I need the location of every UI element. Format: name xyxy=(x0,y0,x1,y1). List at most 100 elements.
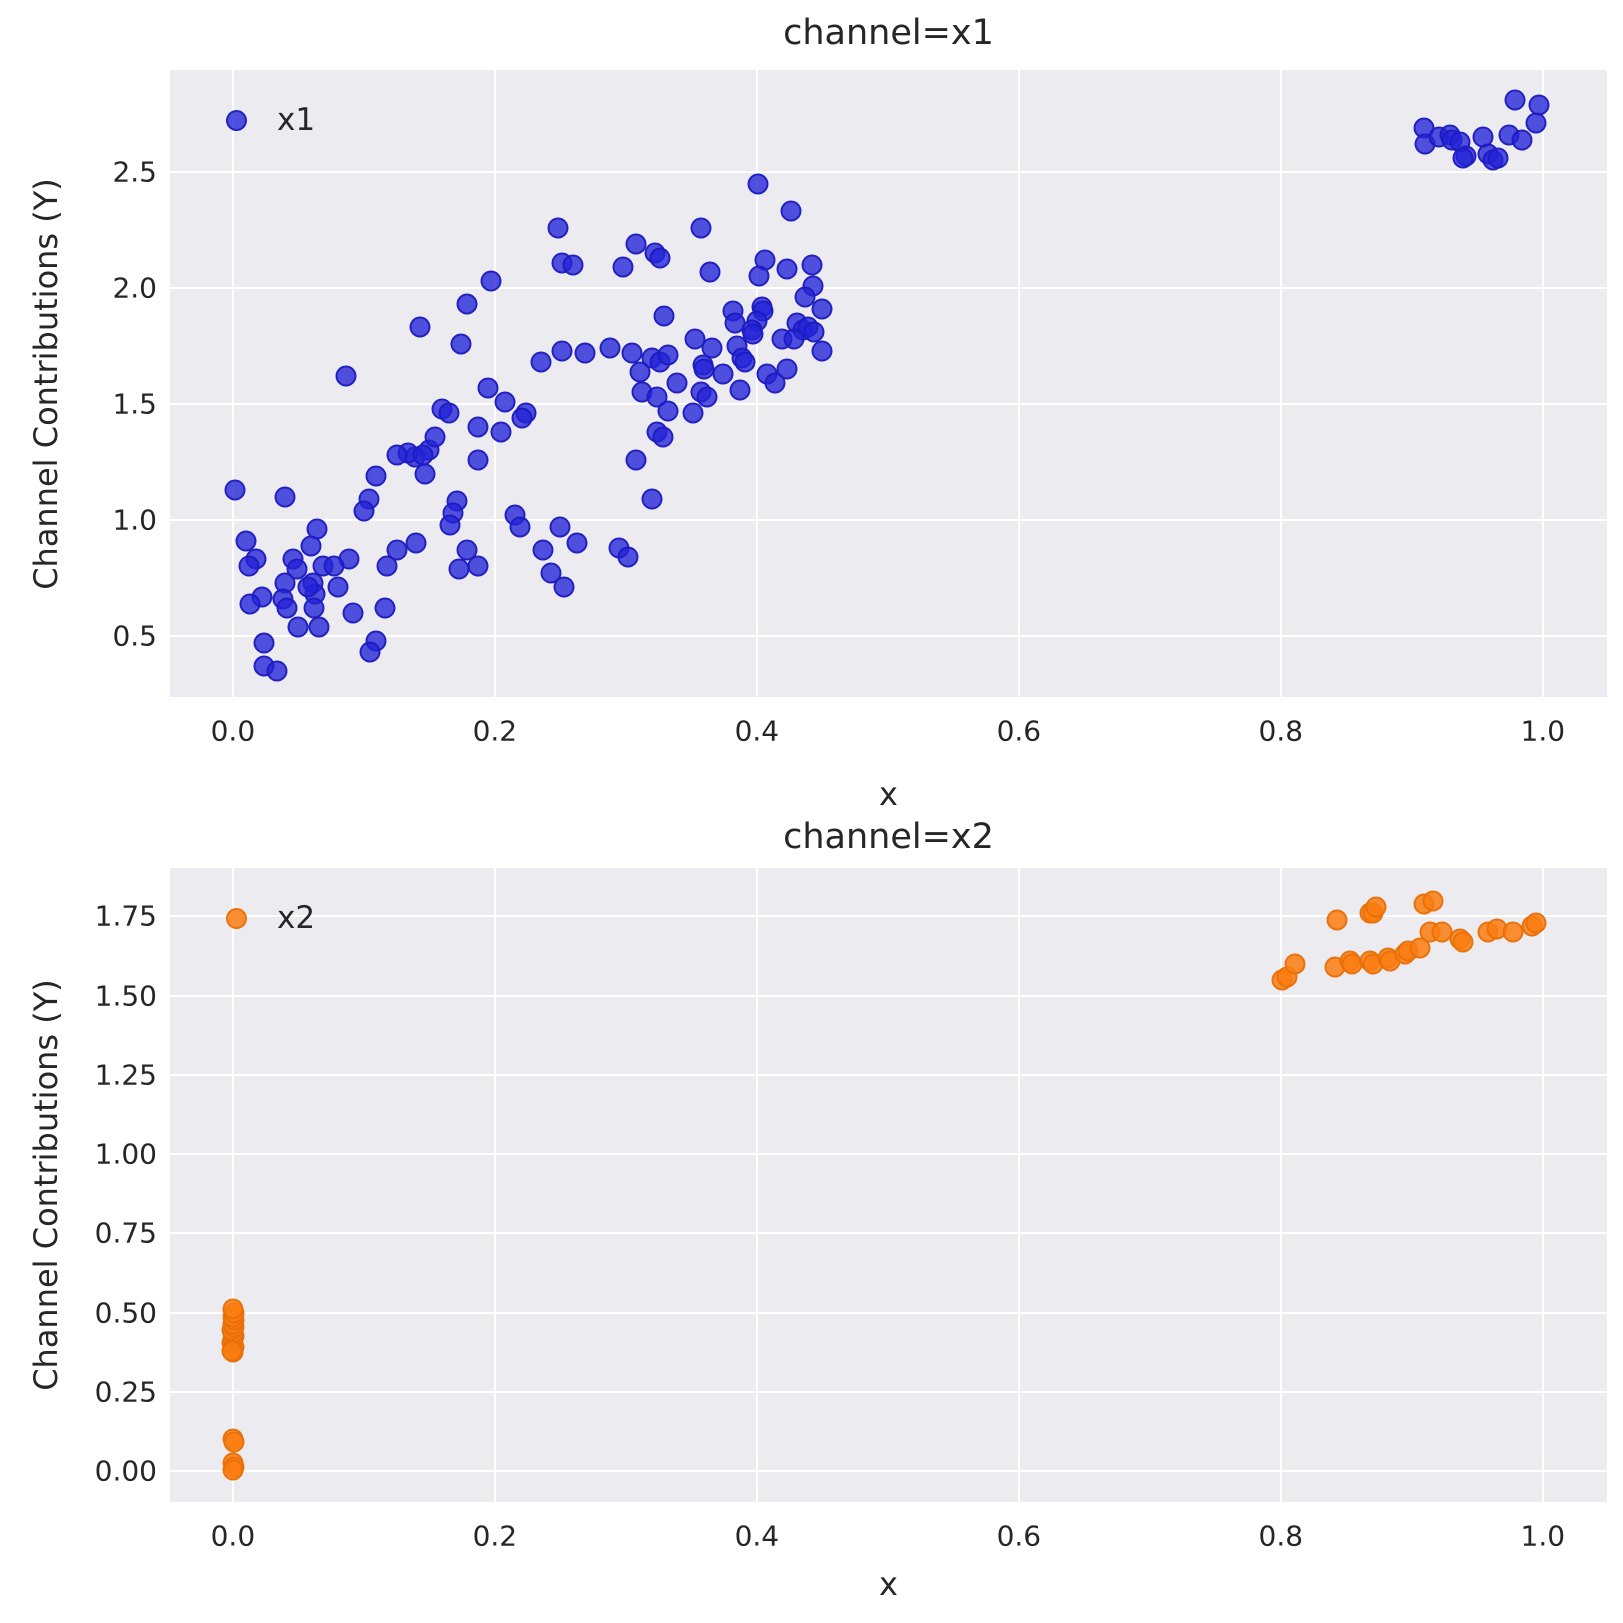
scatter-point xyxy=(780,200,802,222)
x-tick-label: 1.0 xyxy=(1520,714,1566,748)
scatter-point xyxy=(748,265,770,287)
scatter-point xyxy=(467,416,489,438)
gridline xyxy=(170,634,1607,637)
scatter-point xyxy=(456,293,478,315)
scatter-point xyxy=(747,173,769,195)
scatter-point xyxy=(222,1298,244,1320)
scatter-point xyxy=(652,426,674,447)
legend-x1: x1 xyxy=(226,102,315,138)
scatter-point xyxy=(657,344,679,366)
scatter-point xyxy=(1511,129,1533,151)
gridline xyxy=(170,519,1607,521)
scatter-point xyxy=(222,1459,244,1481)
scatter-point xyxy=(467,555,489,577)
scatter-point xyxy=(386,444,408,466)
gridline xyxy=(1017,868,1020,1502)
y-tick-label: 0.25 xyxy=(94,1375,157,1409)
scatter-point xyxy=(359,641,381,663)
x-tick-label: 0.2 xyxy=(472,714,518,748)
scatter-point xyxy=(696,386,718,408)
legend-marker-icon-x1 xyxy=(226,109,247,131)
x-tick-label: 1.0 xyxy=(1520,1519,1566,1553)
y-tick-label: 1.25 xyxy=(94,1058,157,1092)
y-tick-label: 0.00 xyxy=(94,1454,157,1488)
gridline xyxy=(170,1469,1607,1472)
gridline xyxy=(1017,70,1020,697)
scatter-point xyxy=(530,351,552,373)
scatter-point xyxy=(1284,953,1306,975)
scatter-point xyxy=(1422,890,1444,912)
scatter-point xyxy=(414,463,436,485)
gridline xyxy=(170,994,1607,997)
x-tick-label: 0.0 xyxy=(210,714,256,748)
scatter-point xyxy=(335,365,357,387)
scatter-point xyxy=(239,593,261,615)
gridline xyxy=(493,868,496,1502)
scatter-point xyxy=(238,555,260,577)
gridline xyxy=(231,70,234,697)
scatter-point xyxy=(783,328,805,350)
x-tick-label: 0.8 xyxy=(1258,1519,1304,1553)
scatter-point xyxy=(551,340,573,362)
y-tick-label: 1.50 xyxy=(94,979,157,1013)
y-tick-label: 0.75 xyxy=(94,1216,157,1250)
y-tick-label: 1.75 xyxy=(94,899,157,933)
gridline xyxy=(170,1390,1607,1393)
scatter-point xyxy=(235,530,257,552)
scatter-point xyxy=(274,486,296,508)
gridline xyxy=(170,171,1607,174)
x-tick-label: 0.4 xyxy=(734,714,780,748)
scatter-point xyxy=(566,532,588,554)
legend-x2: x2 xyxy=(226,900,315,936)
scatter-point xyxy=(794,286,816,308)
chart-title-x2: channel=x2 xyxy=(783,817,994,857)
scatter-point xyxy=(599,337,621,359)
scatter-point xyxy=(617,546,639,568)
scatter-point xyxy=(365,465,387,487)
scatter-point xyxy=(1504,89,1526,111)
scatter-point xyxy=(353,500,375,522)
x-tick-label: 0.6 xyxy=(996,714,1042,748)
gridline xyxy=(231,868,234,1502)
scatter-point xyxy=(223,1431,245,1453)
gridline xyxy=(1279,70,1282,697)
scatter-point xyxy=(266,660,288,682)
scatter-point xyxy=(253,632,275,654)
scatter-point xyxy=(405,532,427,554)
scatter-point xyxy=(729,379,751,401)
scatter-point xyxy=(1326,909,1348,931)
scatter-point xyxy=(625,233,647,255)
scatter-point xyxy=(439,514,461,536)
chart-title-x1: channel=x1 xyxy=(783,13,994,53)
scatter-point xyxy=(1525,912,1547,934)
gridline xyxy=(170,287,1607,290)
gridline xyxy=(170,1232,1607,1235)
plot-area-x2: x2 xyxy=(170,868,1607,1502)
scatter-point xyxy=(438,402,460,424)
scatter-point xyxy=(553,576,575,598)
scatter-point xyxy=(742,323,764,345)
x-tick-label: 0.8 xyxy=(1258,714,1304,748)
scatter-point xyxy=(224,479,246,501)
scatter-point xyxy=(803,321,825,343)
scatter-point xyxy=(1452,931,1474,953)
scatter-point xyxy=(327,576,349,598)
scatter-point xyxy=(409,316,431,338)
scatter-point xyxy=(308,616,330,638)
scatter-point xyxy=(376,555,398,577)
plot-area-x1: x1 xyxy=(170,70,1607,697)
scatter-point xyxy=(684,328,706,350)
scatter-point xyxy=(480,270,502,292)
x-axis-label-x1: x xyxy=(879,775,898,813)
gridline xyxy=(170,1153,1607,1156)
x-tick-label: 0.0 xyxy=(210,1519,256,1553)
scatter-point xyxy=(424,426,446,447)
scatter-point xyxy=(701,337,723,359)
y-tick-label: 2.5 xyxy=(112,155,157,189)
scatter-point xyxy=(386,539,408,561)
scatter-point xyxy=(625,449,647,471)
scatter-point xyxy=(511,407,533,429)
scatter-point xyxy=(494,391,516,413)
scatter-point xyxy=(776,258,798,280)
scatter-point xyxy=(699,261,721,283)
